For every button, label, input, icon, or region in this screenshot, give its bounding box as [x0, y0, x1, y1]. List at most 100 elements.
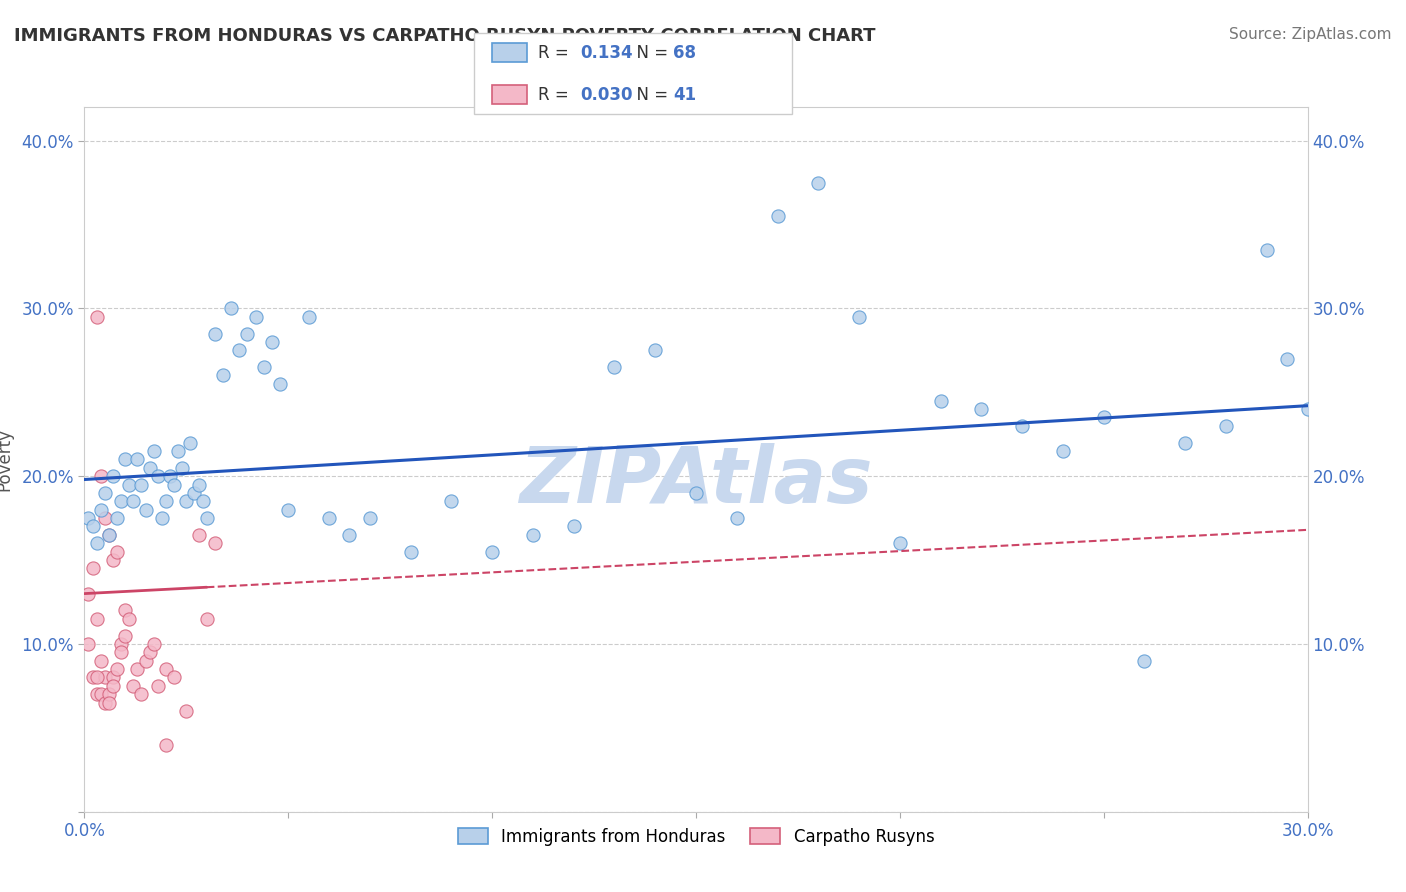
Point — [174, 704, 197, 718]
Point — [179, 435, 201, 450]
Text: 41: 41 — [673, 86, 696, 103]
Point — [131, 477, 153, 491]
Point — [122, 679, 145, 693]
Point — [155, 738, 177, 752]
Point — [127, 452, 149, 467]
Point — [86, 671, 108, 685]
Point — [929, 393, 952, 408]
Point — [82, 671, 104, 685]
Text: 68: 68 — [673, 44, 696, 62]
Point — [191, 494, 214, 508]
Point — [90, 502, 112, 516]
Point — [298, 310, 321, 324]
Point — [110, 645, 132, 659]
Point — [1215, 418, 1237, 433]
Point — [269, 376, 291, 391]
Point — [440, 494, 463, 508]
Point — [172, 460, 194, 475]
Point — [146, 679, 169, 693]
Point — [97, 696, 120, 710]
Point — [155, 662, 177, 676]
Point — [644, 343, 666, 358]
Point — [118, 612, 141, 626]
Text: ZIPAtlas: ZIPAtlas — [519, 442, 873, 518]
Text: 0.134: 0.134 — [581, 44, 633, 62]
Point — [1133, 654, 1156, 668]
Point — [183, 486, 205, 500]
Point — [142, 637, 165, 651]
Text: 0.030: 0.030 — [581, 86, 633, 103]
Point — [118, 477, 141, 491]
Point — [110, 637, 132, 651]
Point — [150, 511, 173, 525]
Point — [146, 469, 169, 483]
Point — [105, 511, 128, 525]
Point — [105, 544, 128, 558]
Point — [725, 511, 748, 525]
Point — [86, 310, 108, 324]
Point — [122, 494, 145, 508]
Point — [522, 528, 544, 542]
Text: N =: N = — [626, 86, 673, 103]
Point — [93, 696, 115, 710]
Point — [260, 334, 283, 349]
Text: R =: R = — [538, 44, 575, 62]
Point — [77, 637, 100, 651]
Point — [187, 477, 209, 491]
Text: IMMIGRANTS FROM HONDURAS VS CARPATHO RUSYN POVERTY CORRELATION CHART: IMMIGRANTS FROM HONDURAS VS CARPATHO RUS… — [14, 27, 876, 45]
Point — [481, 544, 503, 558]
Point — [228, 343, 250, 358]
Point — [174, 494, 197, 508]
Point — [187, 528, 209, 542]
Text: R =: R = — [538, 86, 575, 103]
Point — [97, 528, 120, 542]
Point — [204, 326, 226, 341]
Point — [195, 612, 218, 626]
Point — [138, 645, 160, 659]
Point — [219, 301, 242, 316]
Point — [245, 310, 267, 324]
Point — [101, 671, 124, 685]
Point — [253, 360, 276, 375]
Point — [889, 536, 911, 550]
Point — [1011, 418, 1033, 433]
Point — [90, 687, 112, 701]
Point — [82, 561, 104, 575]
Point — [90, 469, 112, 483]
Text: N =: N = — [626, 44, 673, 62]
Point — [562, 519, 585, 533]
Point — [86, 612, 108, 626]
Text: Source: ZipAtlas.com: Source: ZipAtlas.com — [1229, 27, 1392, 42]
Point — [1052, 444, 1074, 458]
Legend: Immigrants from Honduras, Carpatho Rusyns: Immigrants from Honduras, Carpatho Rusyn… — [451, 822, 941, 853]
Point — [212, 368, 235, 383]
Point — [110, 494, 132, 508]
Point — [399, 544, 422, 558]
Point — [114, 629, 136, 643]
Point — [114, 603, 136, 617]
Point — [359, 511, 381, 525]
Point — [167, 444, 190, 458]
Point — [339, 528, 361, 542]
Point — [685, 486, 707, 500]
Point — [1296, 402, 1319, 417]
Point — [195, 511, 218, 525]
Point — [159, 469, 181, 483]
Point — [93, 486, 115, 500]
Point — [848, 310, 870, 324]
Point — [970, 402, 993, 417]
Point — [97, 528, 120, 542]
Point — [127, 662, 149, 676]
Point — [318, 511, 340, 525]
Y-axis label: Poverty: Poverty — [0, 428, 13, 491]
Point — [135, 502, 157, 516]
Point — [77, 586, 100, 600]
Point — [1256, 243, 1278, 257]
Point — [77, 511, 100, 525]
Point — [163, 671, 186, 685]
Point — [105, 662, 128, 676]
Point — [101, 469, 124, 483]
Point — [82, 519, 104, 533]
Point — [1277, 351, 1299, 366]
Point — [807, 176, 830, 190]
